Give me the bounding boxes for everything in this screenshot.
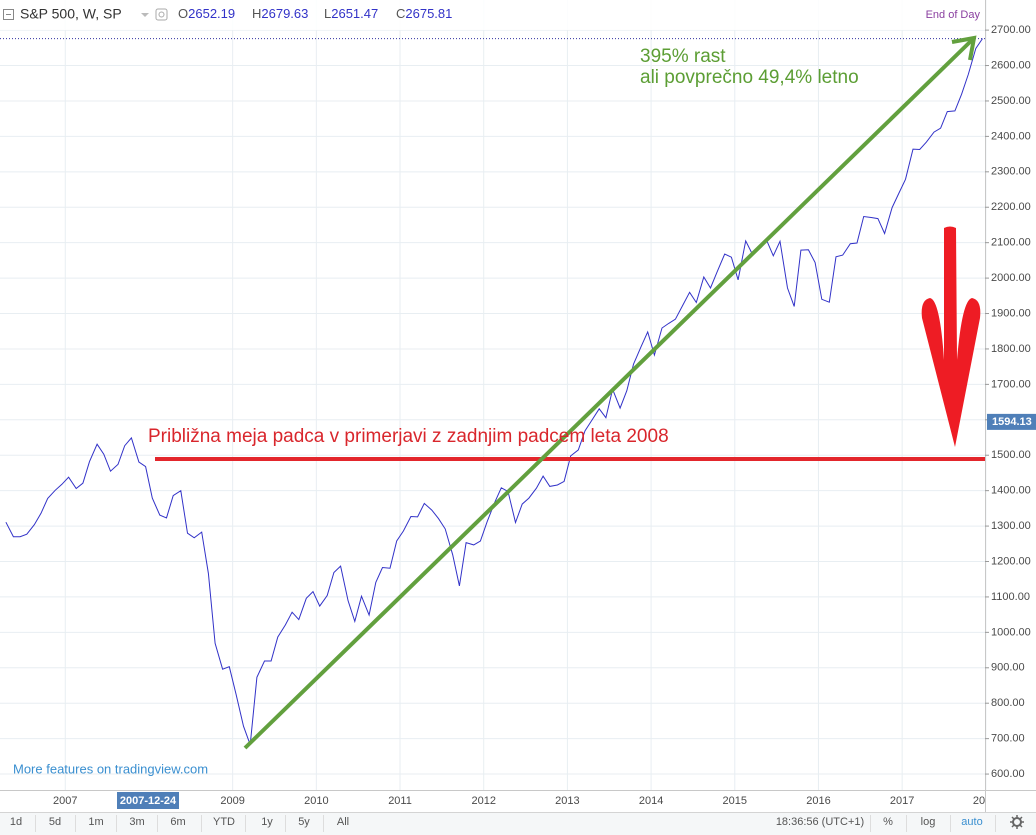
y-tick-label: 2200.00 — [991, 201, 1031, 213]
y-tick-label: 2500.00 — [991, 95, 1031, 107]
y-tick-label: 700.00 — [991, 733, 1025, 745]
y-tick-label: 1400.00 — [991, 485, 1031, 497]
x-tick-label: 2015 — [723, 795, 747, 807]
growth-arrow — [243, 38, 974, 750]
toolbar — [0, 812, 1036, 835]
x-tick-label: 2016 — [806, 795, 830, 807]
y-tick-label: 800.00 — [991, 697, 1025, 709]
annotation: Približna meja padca v primerjavi z zadn… — [148, 426, 669, 447]
annotation: 395% rast — [640, 46, 726, 67]
ohlc: O2652.19 H2679.63 L2651.47 C2675.81 — [178, 6, 452, 21]
ohlc-value: 2652.19 — [188, 6, 235, 21]
toolbar-buttons: 1d 5d 1m 3m 6m YTD 1y 5y All — [10, 815, 349, 832]
y-tick-label: 2400.00 — [991, 130, 1031, 142]
hide-icon[interactable] — [155, 8, 168, 21]
ohlc-letter: C — [396, 6, 405, 21]
log-button[interactable]: log — [921, 816, 936, 828]
y-tick-label: 900.00 — [991, 662, 1025, 674]
range-button[interactable]: 1m — [88, 816, 103, 828]
x-tick-label: 2007 — [53, 795, 77, 807]
y-tick-label: 1100.00 — [991, 591, 1030, 603]
settings-button[interactable] — [1010, 815, 1024, 829]
gear-icon — [1010, 815, 1024, 829]
header-bg — [0, 0, 985, 30]
y-tick-label: 2600.00 — [991, 59, 1031, 71]
x-tick-label: 2009 — [220, 795, 244, 807]
hide-icon — [158, 11, 165, 18]
growth-arrow-head — [951, 35, 977, 61]
range-button[interactable]: 5y — [298, 816, 310, 828]
down-arrow — [921, 226, 981, 447]
y-tick-label: 2100.00 — [991, 237, 1031, 249]
crosshair-date-label: 2007-12-24 — [120, 795, 177, 807]
y-tick-label: 2000.00 — [991, 272, 1031, 284]
x-tick-label: 20 — [973, 795, 985, 807]
collapse-icon[interactable] — [3, 9, 14, 20]
y-tick-label: 1500.00 — [991, 449, 1031, 461]
y-tick-label: 1000.00 — [991, 626, 1031, 638]
ohlc-letter: L — [324, 6, 331, 21]
y-tick-label: 2300.00 — [991, 166, 1031, 178]
range-button[interactable]: All — [337, 816, 349, 828]
y-tick-label: 1800.00 — [991, 343, 1031, 355]
ohlc-value: 2675.81 — [405, 6, 452, 21]
range-button[interactable]: 6m — [170, 816, 185, 828]
percent-button[interactable]: % — [883, 816, 893, 828]
range-button[interactable]: 1y — [261, 816, 273, 828]
annotation: ali povprečno 49,4% letno — [640, 67, 859, 88]
ohlc-letter: H — [252, 6, 261, 21]
range-button[interactable]: 3m — [129, 816, 144, 828]
x-tick-label: 2010 — [304, 795, 328, 807]
y-tick-label: 2700.00 — [991, 24, 1031, 36]
promo-link[interactable]: More features on tradingview.com — [13, 761, 208, 776]
y-tick-label: 1200.00 — [991, 555, 1031, 567]
x-tick-label: 2014 — [639, 795, 663, 807]
data-mode: End of Day — [926, 9, 981, 21]
x-tick-label: 2017 — [890, 795, 914, 807]
y-axis: 600.00 700.00 800.00 900.00 1000.00 1100.00 12… — [985, 24, 1036, 780]
dropdown-icon[interactable] — [141, 13, 149, 17]
x-tick-label: 2011 — [388, 795, 412, 807]
ohlc-value: 2651.47 — [331, 6, 378, 21]
y-tick-label: 1300.00 — [991, 520, 1031, 532]
x-tick-label: 2013 — [555, 795, 579, 807]
range-button[interactable]: 1d — [10, 816, 22, 828]
crosshair-date-box — [117, 792, 179, 809]
symbol[interactable]: S&P 500, W, SP — [20, 6, 122, 22]
crosshair-price-box — [987, 413, 1036, 430]
ohlc-value: 2679.63 — [261, 6, 308, 21]
crosshair-price-label: 1594.13 — [992, 416, 1032, 428]
range-button[interactable]: YTD — [213, 816, 235, 828]
x-axis: 2007 2009 2010 2011 2012 2013 2014 2015 2016 2017… — [53, 792, 985, 809]
auto-button[interactable]: auto — [961, 816, 982, 828]
grid — [0, 0, 987, 790]
y-tick-label: 1900.00 — [991, 307, 1031, 319]
ohlc-letter: O — [178, 6, 188, 21]
range-button[interactable]: 5d — [49, 816, 61, 828]
y-tick-label: 600.00 — [991, 768, 1025, 780]
x-tick-label: 2012 — [471, 795, 495, 807]
y-tick-label: 1700.00 — [991, 378, 1031, 390]
clock: 18:36:56 (UTC+1) — [776, 816, 864, 828]
